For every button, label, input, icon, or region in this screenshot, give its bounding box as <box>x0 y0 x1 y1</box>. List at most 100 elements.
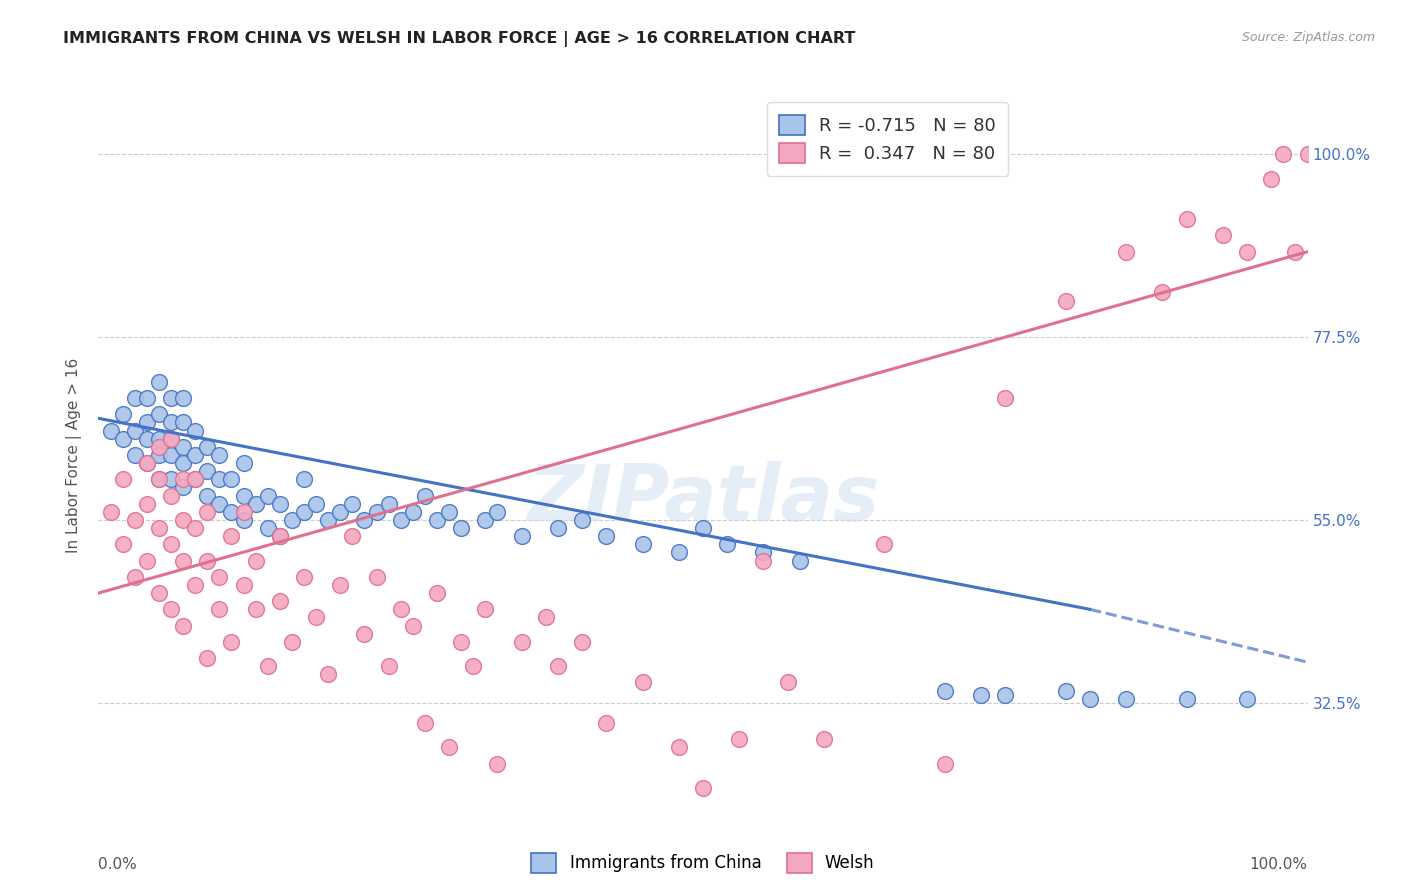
Point <box>437 505 460 519</box>
Point <box>342 529 364 543</box>
Point <box>789 553 811 567</box>
Point <box>595 529 617 543</box>
Point <box>510 635 533 649</box>
Point <box>184 448 207 462</box>
Point <box>474 602 496 616</box>
Point <box>292 472 315 486</box>
Point <box>195 505 218 519</box>
Point <box>160 432 183 446</box>
Point <box>172 480 194 494</box>
Point <box>160 432 183 446</box>
Point <box>111 472 134 486</box>
Point <box>668 740 690 755</box>
Point <box>353 626 375 640</box>
Point <box>281 513 304 527</box>
Point <box>195 440 218 454</box>
Point <box>463 659 485 673</box>
Point <box>329 578 352 592</box>
Point <box>510 529 533 543</box>
Point <box>534 610 557 624</box>
Point <box>389 513 412 527</box>
Point <box>595 716 617 731</box>
Point <box>208 602 231 616</box>
Point <box>221 529 243 543</box>
Point <box>172 416 194 430</box>
Text: Source: ZipAtlas.com: Source: ZipAtlas.com <box>1241 31 1375 45</box>
Point <box>1054 293 1077 308</box>
Point <box>752 553 775 567</box>
Point <box>184 578 207 592</box>
Point <box>148 432 170 446</box>
Point <box>631 537 654 551</box>
Text: 0.0%: 0.0% <box>98 857 138 872</box>
Point <box>172 391 194 405</box>
Point <box>316 667 339 681</box>
Point <box>245 553 267 567</box>
Point <box>1212 228 1234 243</box>
Point <box>100 505 122 519</box>
Point <box>1284 244 1306 259</box>
Text: IMMIGRANTS FROM CHINA VS WELSH IN LABOR FORCE | AGE > 16 CORRELATION CHART: IMMIGRANTS FROM CHINA VS WELSH IN LABOR … <box>63 31 856 47</box>
Point <box>776 675 799 690</box>
Point <box>1054 683 1077 698</box>
Point <box>232 578 254 592</box>
Point <box>547 521 569 535</box>
Point <box>232 456 254 470</box>
Point <box>994 688 1017 702</box>
Point <box>184 472 207 486</box>
Point <box>813 732 835 747</box>
Point <box>716 537 738 551</box>
Point <box>934 756 956 771</box>
Point <box>269 529 291 543</box>
Point <box>148 521 170 535</box>
Point <box>172 456 194 470</box>
Point <box>377 659 399 673</box>
Point <box>486 505 509 519</box>
Point <box>172 618 194 632</box>
Point <box>232 505 254 519</box>
Point <box>148 448 170 462</box>
Point <box>135 456 157 470</box>
Point <box>353 513 375 527</box>
Point <box>195 553 218 567</box>
Point <box>184 424 207 438</box>
Point <box>135 497 157 511</box>
Point <box>208 448 231 462</box>
Point <box>124 391 146 405</box>
Point <box>426 513 449 527</box>
Point <box>184 472 207 486</box>
Point <box>232 489 254 503</box>
Point <box>148 407 170 421</box>
Point <box>571 513 593 527</box>
Point <box>994 391 1017 405</box>
Text: 100.0%: 100.0% <box>1250 857 1308 872</box>
Point <box>1078 691 1101 706</box>
Point <box>111 537 134 551</box>
Point <box>135 553 157 567</box>
Point <box>269 529 291 543</box>
Point <box>269 594 291 608</box>
Point <box>1272 147 1295 161</box>
Point <box>160 602 183 616</box>
Point <box>1152 285 1174 300</box>
Point <box>571 635 593 649</box>
Point <box>148 586 170 600</box>
Point <box>135 391 157 405</box>
Point <box>316 513 339 527</box>
Point <box>221 505 243 519</box>
Point <box>1115 244 1137 259</box>
Point <box>160 537 183 551</box>
Point <box>160 448 183 462</box>
Point <box>195 489 218 503</box>
Point <box>631 675 654 690</box>
Point <box>232 513 254 527</box>
Point <box>172 472 194 486</box>
Point <box>426 586 449 600</box>
Point <box>305 497 328 511</box>
Point <box>413 489 436 503</box>
Point <box>692 781 714 796</box>
Point <box>1175 691 1198 706</box>
Point <box>124 513 146 527</box>
Point <box>668 545 690 559</box>
Legend: Immigrants from China, Welsh: Immigrants from China, Welsh <box>524 847 882 880</box>
